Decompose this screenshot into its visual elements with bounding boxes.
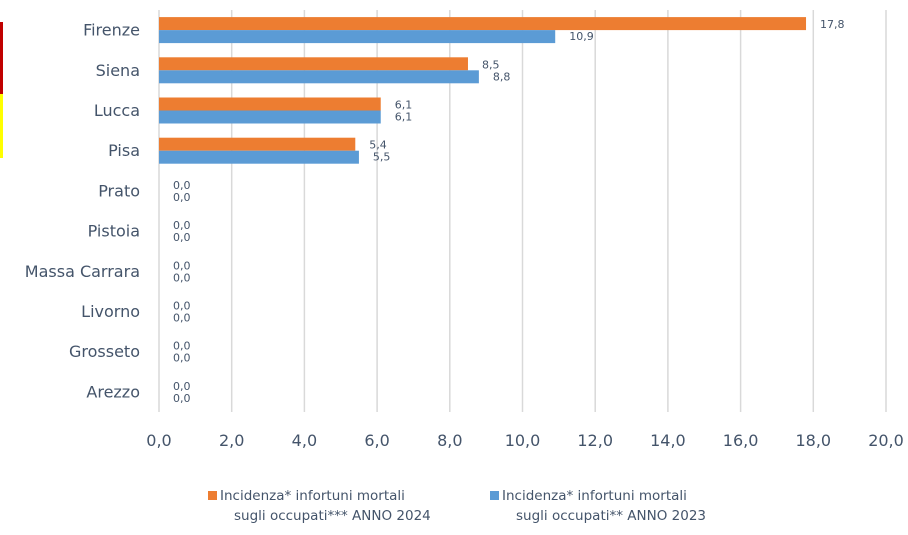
legend-2024-line1: Incidenza* infortuni mortali: [220, 488, 405, 504]
bar-2023: [159, 70, 479, 84]
data-label-2023: 5,5: [373, 151, 391, 164]
x-tick-label: 16,0: [723, 431, 759, 450]
x-tick-label: 0,0: [146, 431, 171, 450]
category-label: Prato: [98, 181, 140, 200]
category-label: Arezzo: [86, 382, 140, 401]
data-label-2024: 0,0: [173, 259, 191, 272]
x-tick-label: 20,0: [868, 431, 904, 450]
legend-2023-line2: sugli occupati** ANNO 2023: [516, 508, 706, 524]
x-tick-label: 14,0: [650, 431, 686, 450]
legend-swatch-2024: [208, 491, 217, 500]
data-label-2023: 0,0: [173, 392, 191, 405]
data-label-2023: 10,9: [569, 30, 594, 43]
bar-2024: [159, 137, 356, 151]
data-label-2024: 5,4: [369, 139, 387, 152]
legend-label-2023: Incidenza* infortuni mortali sugli occup…: [502, 486, 757, 526]
legend-label-2024: Incidenza* infortuni mortali sugli occup…: [220, 486, 475, 526]
data-label-2024: 0,0: [173, 340, 191, 353]
bar-2024: [159, 57, 468, 71]
bar-2023: [159, 110, 381, 124]
data-label-2024: 17,8: [820, 18, 845, 31]
data-label-2024: 0,0: [173, 219, 191, 232]
legend-item-2024: Incidenza* infortuni mortali sugli occup…: [208, 486, 475, 526]
data-label-2024: 6,1: [395, 99, 413, 112]
data-label-2023: 6,1: [395, 111, 413, 124]
x-tick-label: 18,0: [795, 431, 831, 450]
x-tick-label: 10,0: [505, 431, 541, 450]
edge-mark-yellow: [0, 94, 3, 158]
data-label-2024: 0,0: [173, 380, 191, 393]
category-label: Pistoia: [88, 222, 140, 241]
data-label-2023: 8,8: [493, 70, 511, 83]
legend-item-2023: Incidenza* infortuni mortali sugli occup…: [490, 486, 757, 526]
category-label: Massa Carrara: [25, 262, 140, 281]
data-label-2024: 8,5: [482, 58, 500, 71]
category-label: Livorno: [81, 302, 140, 321]
bar-2023: [159, 30, 556, 44]
x-tick-label: 6,0: [364, 431, 389, 450]
x-tick-label: 8,0: [437, 431, 462, 450]
category-label: Siena: [96, 61, 140, 80]
x-tick-label: 4,0: [292, 431, 317, 450]
legend-2024-line2: sugli occupati*** ANNO 2024: [234, 508, 431, 524]
data-label-2023: 0,0: [173, 312, 191, 325]
data-label-2023: 0,0: [173, 271, 191, 284]
category-label: Lucca: [94, 101, 140, 120]
bar-2024: [159, 17, 807, 31]
bar-2024: [159, 97, 381, 111]
data-label-2023: 0,0: [173, 352, 191, 365]
x-tick-label: 2,0: [219, 431, 244, 450]
data-label-2024: 0,0: [173, 179, 191, 192]
data-label-2023: 0,0: [173, 191, 191, 204]
data-label-2023: 0,0: [173, 231, 191, 244]
category-label: Grosseto: [69, 342, 140, 361]
category-label: Pisa: [108, 141, 140, 160]
category-label: Firenze: [83, 21, 140, 40]
chart-legend: Incidenza* infortuni mortali sugli occup…: [0, 486, 908, 535]
legend-2023-line1: Incidenza* infortuni mortali: [502, 488, 687, 504]
x-tick-label: 12,0: [577, 431, 613, 450]
edge-mark-red: [0, 22, 3, 94]
legend-swatch-2023: [490, 491, 499, 500]
bar-2023: [159, 150, 359, 164]
data-label-2024: 0,0: [173, 300, 191, 313]
